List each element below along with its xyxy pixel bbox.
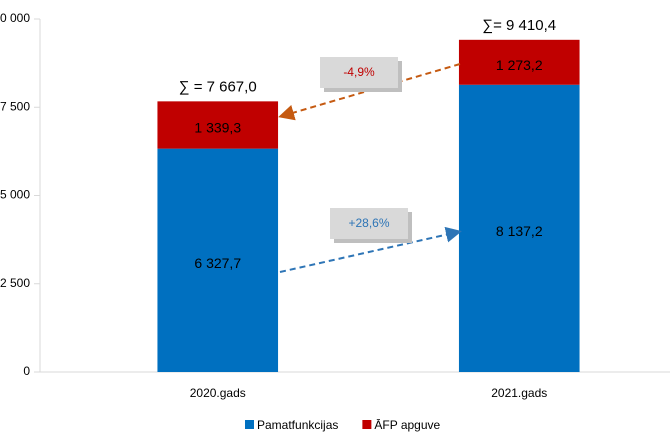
- y-tick-label: 5 000: [0, 188, 30, 202]
- bar-segment: [157, 101, 279, 149]
- x-tick-label: 2021.gads: [491, 386, 547, 400]
- bar-segment: [458, 39, 580, 85]
- legend-swatch: [362, 420, 372, 429]
- y-tick-label: 7 500: [0, 99, 30, 113]
- x-tick-label: 2020.gads: [190, 386, 246, 400]
- value-label: 1 273,2: [496, 57, 543, 73]
- annotation-box: [330, 208, 408, 239]
- value-label: 6 327,7: [194, 255, 241, 271]
- total-label: ∑= 9 410,4: [482, 17, 556, 34]
- y-tick-label: 0: [23, 364, 30, 378]
- annotation-box: [320, 57, 398, 88]
- bar-segment: [157, 148, 279, 372]
- value-label: 8 137,2: [496, 223, 543, 239]
- bar-segment: [458, 84, 580, 373]
- annotation: -4,9%: [343, 65, 375, 79]
- legend-label: ĀFP apguve: [374, 418, 440, 432]
- arrow: [279, 226, 462, 273]
- annotation: +28,6%: [348, 216, 389, 230]
- y-tick-label: 10 000: [0, 11, 30, 25]
- legend-label: Pamatfunkcijas: [257, 418, 338, 432]
- legend-swatch: [245, 420, 254, 429]
- value-label: 1 339,3: [194, 120, 241, 136]
- total-label: ∑ = 7 667,0: [179, 78, 257, 95]
- y-tick-label: 2 500: [0, 276, 30, 290]
